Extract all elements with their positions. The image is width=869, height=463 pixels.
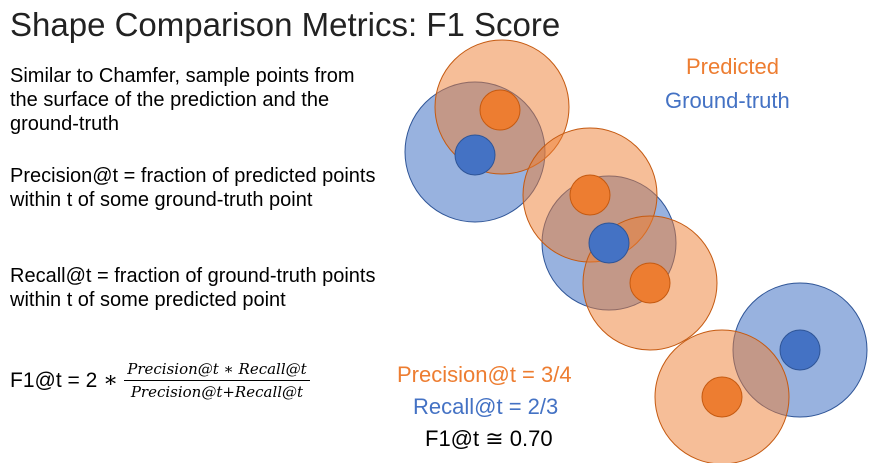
pred-point-3 (629, 262, 671, 304)
pred-point-4 (701, 376, 743, 418)
gt-point-2 (588, 222, 630, 264)
recall-result: Recall@t = 2/3 (413, 394, 559, 419)
formula-times: ∗ (103, 368, 119, 393)
formula-denominator: Precision@t+Recall@t (130, 383, 304, 401)
intro-paragraph: Similar to Chamfer, sample points from t… (10, 65, 355, 135)
legend-predicted: Predicted (686, 54, 779, 79)
precision-result: Precision@t = 3/4 (397, 362, 572, 387)
recall-definition: Recall@t = fraction of ground-truth poin… (10, 265, 376, 311)
formula-lhs: F1@t = 2 (10, 368, 98, 392)
f1-result: F1@t ≅ 0.70 (425, 426, 553, 451)
gt-point-3 (779, 329, 821, 371)
f1-formula: F1@t = 2 ∗ Precision@t ∗ Recall@t Precis… (10, 360, 310, 401)
slide-title: Shape Comparison Metrics: F1 Score (10, 6, 561, 43)
precision-definition: Precision@t = fraction of predicted poin… (10, 165, 376, 211)
gt-point-1 (454, 134, 496, 176)
legend-ground-truth: Ground-truth (665, 88, 790, 113)
formula-numerator: Precision@t ∗ Recall@t (124, 360, 310, 381)
pred-point-2 (569, 174, 611, 216)
pred-point-1 (479, 89, 521, 131)
formula-fraction: Precision@t ∗ Recall@t Precision@t+Recal… (124, 360, 310, 401)
